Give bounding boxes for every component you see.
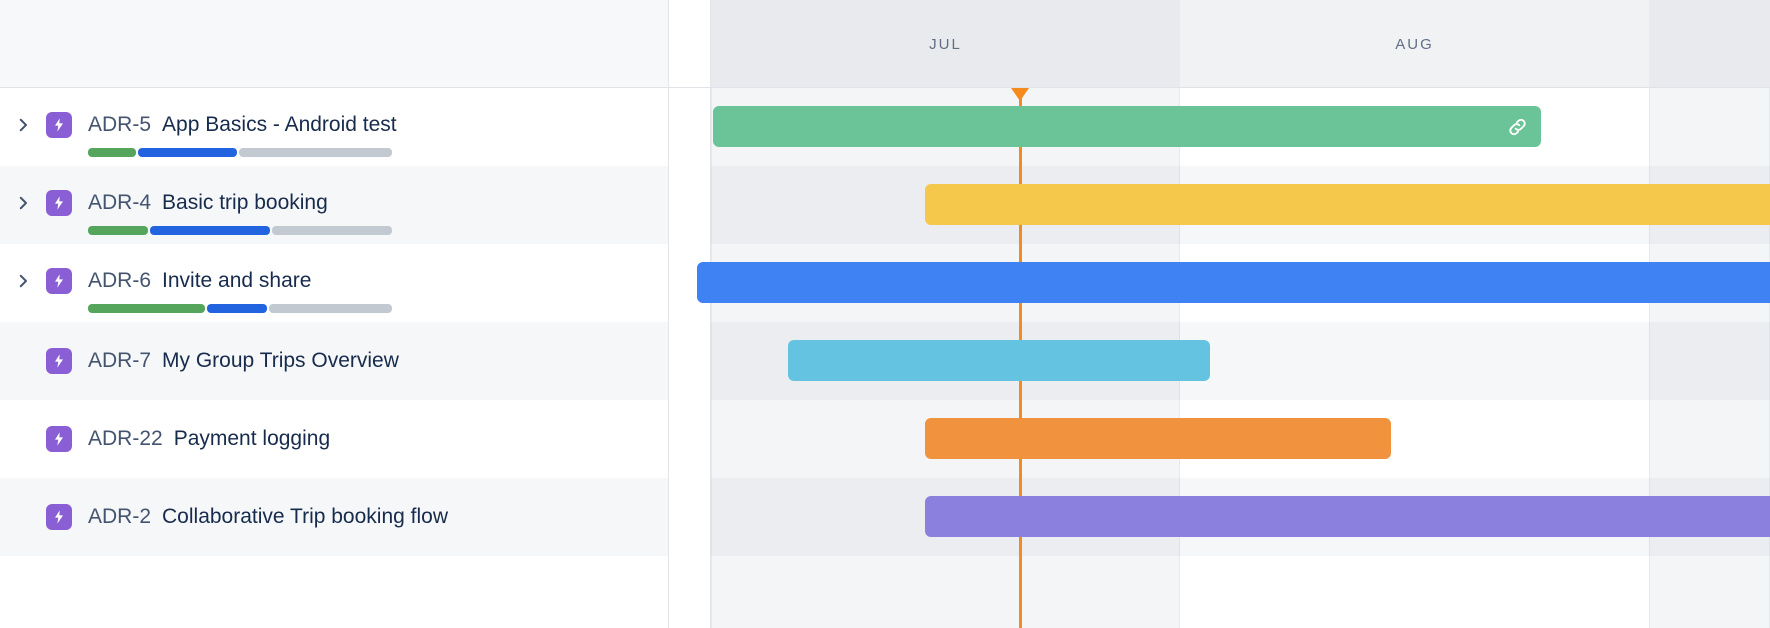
issue-row-cell[interactable]: ADR-4 Basic trip booking xyxy=(88,191,328,215)
issue-key: ADR-22 xyxy=(88,427,163,450)
timeline-bar[interactable] xyxy=(788,340,1210,381)
chevron-right-icon[interactable] xyxy=(14,194,32,212)
timeline-bar[interactable] xyxy=(713,106,1541,147)
progress-todo-segment xyxy=(272,226,392,235)
issue-key: ADR-7 xyxy=(88,349,152,372)
progress-done-segment xyxy=(88,226,148,235)
progress-bar xyxy=(88,226,392,235)
issue-key: ADR-2 xyxy=(88,505,152,528)
progress-bar xyxy=(88,148,392,157)
month-header-next xyxy=(1649,0,1770,88)
timeline-row: ADR-5 App Basics - Android test xyxy=(0,88,1770,166)
timeline-bar[interactable] xyxy=(697,262,1770,303)
timeline-bar[interactable] xyxy=(925,418,1391,459)
timeline-row: ADR-6 Invite and share xyxy=(0,244,1770,322)
progress-todo-segment xyxy=(269,304,392,313)
issue-summary: App Basics - Android test xyxy=(162,113,397,136)
issue-row-cell[interactable]: ADR-22 Payment logging xyxy=(88,427,330,451)
issue-key: ADR-4 xyxy=(88,191,152,214)
epic-icon xyxy=(46,112,72,138)
list-header xyxy=(0,0,668,88)
month-column-next xyxy=(1649,88,1770,628)
month-column-aug xyxy=(1180,88,1649,628)
epic-icon xyxy=(46,268,72,294)
issue-row-cell[interactable]: ADR-6 Invite and share xyxy=(88,269,311,293)
issue-summary: Collaborative Trip booking flow xyxy=(162,505,448,528)
today-marker-icon xyxy=(1011,88,1029,101)
progress-inprogress-segment xyxy=(207,304,267,313)
issue-summary: Payment logging xyxy=(173,427,331,450)
month-header-aug: AUG xyxy=(1180,0,1649,88)
epic-icon xyxy=(46,348,72,374)
progress-inprogress-segment xyxy=(150,226,270,235)
timeline-row: ADR-2 Collaborative Trip booking flow xyxy=(0,478,1770,556)
epic-icon xyxy=(46,190,72,216)
chevron-right-icon[interactable] xyxy=(14,116,32,134)
panel-divider[interactable] xyxy=(668,0,711,628)
timeline-bar[interactable] xyxy=(925,496,1770,537)
progress-done-segment xyxy=(88,148,136,157)
link-icon[interactable] xyxy=(1507,116,1528,137)
issue-row-cell[interactable]: ADR-2 Collaborative Trip booking flow xyxy=(88,505,448,529)
month-label: JUL xyxy=(929,35,962,53)
progress-done-segment xyxy=(88,304,205,313)
timeline-row: ADR-4 Basic trip booking xyxy=(0,166,1770,244)
issue-key: ADR-6 xyxy=(88,269,152,292)
month-header-jul: JUL xyxy=(711,0,1180,88)
issue-key: ADR-5 xyxy=(88,113,152,136)
progress-bar xyxy=(88,304,392,313)
rows-layer: ADR-5 App Basics - Android test xyxy=(0,88,1770,628)
epic-icon xyxy=(46,426,72,452)
timeline-row: ADR-7 My Group Trips Overview xyxy=(0,322,1770,400)
progress-todo-segment xyxy=(239,148,392,157)
issue-summary: Basic trip booking xyxy=(162,191,328,214)
chevron-right-icon[interactable] xyxy=(14,272,32,290)
timeline-bar[interactable] xyxy=(925,184,1770,225)
issue-row-cell[interactable]: ADR-5 App Basics - Android test xyxy=(88,113,397,137)
issue-row-cell[interactable]: ADR-7 My Group Trips Overview xyxy=(88,349,399,373)
issue-summary: My Group Trips Overview xyxy=(162,349,399,372)
issue-summary: Invite and share xyxy=(162,269,312,292)
month-label: AUG xyxy=(1395,35,1434,53)
header-divider xyxy=(0,87,1770,88)
epic-icon xyxy=(46,504,72,530)
timeline-row: ADR-22 Payment logging xyxy=(0,400,1770,478)
progress-inprogress-segment xyxy=(138,148,237,157)
